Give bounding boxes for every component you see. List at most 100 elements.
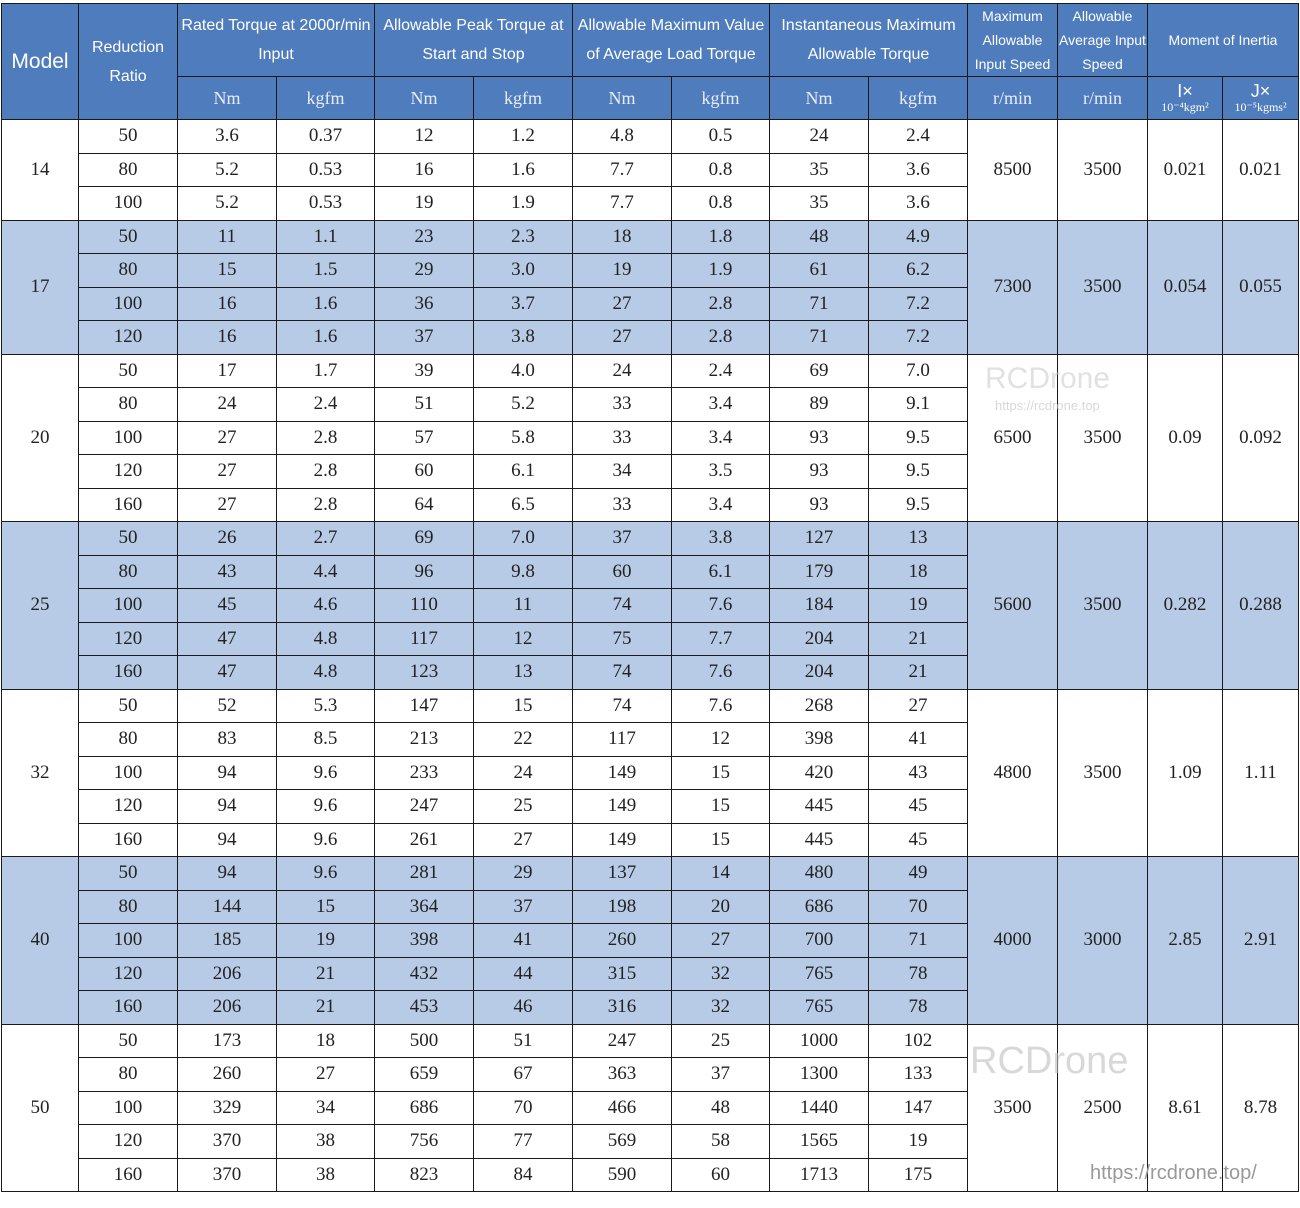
value-cell: 58 (671, 1124, 770, 1159)
header-average-input-speed: Allowable Average Input Speed (1057, 3, 1148, 77)
value-cell: 1300 (769, 1057, 869, 1092)
value-cell: 1.5 (276, 253, 375, 288)
value-cell: 48 (769, 219, 869, 254)
value-cell: 686 (374, 1090, 474, 1125)
value-cell: 47 (177, 655, 277, 690)
value-cell: 7.7 (572, 152, 672, 187)
avg-speed-cell: 2500 (1057, 1023, 1148, 1192)
inertia-j-unit: 10⁻⁵kgms² (1234, 100, 1287, 114)
table-row: 120 370 38 756 77 569 58 1565 19 (2, 1124, 1299, 1159)
value-cell: 45 (868, 822, 968, 857)
value-cell: 26 (177, 521, 277, 556)
ratio-cell: 160 (78, 822, 178, 857)
unit-rpm: r/min (1057, 76, 1148, 120)
value-cell: 179 (769, 554, 869, 589)
value-cell: 27 (868, 688, 968, 723)
value-cell: 173 (177, 1023, 277, 1058)
value-cell: 78 (868, 990, 968, 1025)
specification-table: Model Reduction Ratio Rated Torque at 20… (1, 3, 1299, 1192)
value-cell: 24 (177, 387, 277, 422)
value-cell: 9.6 (276, 755, 375, 790)
value-cell: 9.5 (868, 454, 968, 489)
value-cell: 94 (177, 755, 277, 790)
value-cell: 9.6 (276, 856, 375, 891)
ratio-cell: 100 (78, 1090, 178, 1125)
value-cell: 315 (572, 956, 672, 991)
value-cell: 32 (671, 956, 770, 991)
value-cell: 52 (177, 688, 277, 723)
value-cell: 247 (374, 789, 474, 824)
value-cell: 74 (572, 688, 672, 723)
value-cell: 27 (473, 822, 573, 857)
value-cell: 765 (769, 956, 869, 991)
unit-inertia-j: J× 10⁻⁵kgms² (1222, 76, 1299, 120)
value-cell: 0.37 (276, 119, 375, 154)
value-cell: 16 (374, 152, 474, 187)
value-cell: 12 (374, 119, 474, 154)
value-cell: 268 (769, 688, 869, 723)
value-cell: 6.2 (868, 253, 968, 288)
avg-speed-cell: 3000 (1057, 856, 1148, 1025)
value-cell: 147 (868, 1090, 968, 1125)
ratio-cell: 100 (78, 755, 178, 790)
value-cell: 69 (374, 521, 474, 556)
value-cell: 3.7 (473, 286, 573, 321)
value-cell: 46 (473, 990, 573, 1025)
value-cell: 1440 (769, 1090, 869, 1125)
model-cell: 17 (1, 219, 79, 355)
value-cell: 3.5 (671, 454, 770, 489)
value-cell: 261 (374, 822, 474, 857)
value-cell: 43 (177, 554, 277, 589)
value-cell: 13 (868, 521, 968, 556)
value-cell: 71 (769, 286, 869, 321)
max-speed-cell: 4000 (967, 856, 1058, 1025)
value-cell: 2.4 (276, 387, 375, 422)
value-cell: 686 (769, 889, 869, 924)
value-cell: 93 (769, 487, 869, 522)
value-cell: 4.8 (276, 655, 375, 690)
value-cell: 3.0 (473, 253, 573, 288)
header-peak-torque: Allowable Peak Torque at Start and Stop (374, 3, 573, 77)
table-row: 40 50 94 9.6 281 29 137 14 480 49 4000 3000 2.85 2.91 (1, 856, 1299, 1025)
value-cell: 260 (177, 1057, 277, 1092)
max-speed-cell: 5600 (967, 521, 1058, 690)
ratio-cell: 100 (78, 286, 178, 321)
value-cell: 260 (572, 923, 672, 958)
value-cell: 204 (769, 621, 869, 656)
inertia-i-cell: 0.021 (1147, 119, 1223, 221)
value-cell: 18 (572, 219, 672, 254)
table-row: 100 185 19 398 41 260 27 700 71 (2, 923, 1299, 958)
value-cell: 4.9 (868, 219, 968, 254)
value-cell: 43 (868, 755, 968, 790)
value-cell: 48 (671, 1090, 770, 1125)
value-cell: 2.8 (671, 320, 770, 355)
value-cell: 4.0 (473, 353, 573, 388)
value-cell: 75 (572, 621, 672, 656)
value-cell: 756 (374, 1124, 474, 1159)
value-cell: 60 (374, 454, 474, 489)
value-cell: 39 (374, 353, 474, 388)
value-cell: 0.8 (671, 152, 770, 187)
inertia-i-cell: 8.61 (1147, 1023, 1223, 1192)
table-row: 100 27 2.8 57 5.8 33 3.4 93 9.5 (2, 420, 1299, 455)
avg-speed-cell: 3500 (1057, 219, 1148, 355)
value-cell: 233 (374, 755, 474, 790)
value-cell: 18 (868, 554, 968, 589)
value-cell: 480 (769, 856, 869, 891)
value-cell: 281 (374, 856, 474, 891)
value-cell: 5.3 (276, 688, 375, 723)
value-cell: 590 (572, 1157, 672, 1192)
value-cell: 83 (177, 722, 277, 757)
ratio-cell: 50 (78, 1023, 178, 1058)
value-cell: 11 (473, 588, 573, 623)
value-cell: 20 (671, 889, 770, 924)
max-speed-cell: 6500 (967, 353, 1058, 522)
value-cell: 445 (769, 822, 869, 857)
value-cell: 3.6 (868, 186, 968, 221)
value-cell: 74 (572, 655, 672, 690)
value-cell: 15 (671, 755, 770, 790)
value-cell: 21 (868, 655, 968, 690)
value-cell: 9.6 (276, 789, 375, 824)
ratio-cell: 120 (78, 320, 178, 355)
value-cell: 9.8 (473, 554, 573, 589)
